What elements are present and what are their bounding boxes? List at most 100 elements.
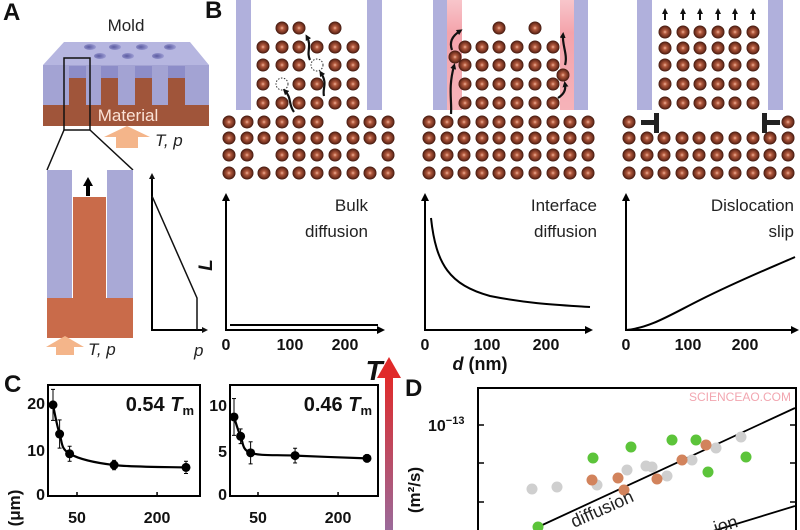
atom <box>275 96 289 110</box>
heat-pressure-arrow-bottom-icon <box>46 336 84 355</box>
atom <box>328 21 342 35</box>
x-axis-label: d (nm) <box>453 354 508 374</box>
atom <box>675 166 689 180</box>
atom <box>422 148 436 162</box>
y-tick-label: 5 <box>218 444 227 461</box>
tick-label: 200 <box>732 337 759 354</box>
temperature-annotation: 0.54 Tm <box>126 394 194 418</box>
atom <box>528 166 542 180</box>
atom <box>563 166 577 180</box>
material-label: Material <box>98 106 158 125</box>
atom <box>711 25 725 39</box>
atom <box>292 148 306 162</box>
atom <box>657 148 671 162</box>
atom <box>275 115 289 129</box>
data-point-orange <box>676 454 688 466</box>
dislocation-icon <box>641 113 659 133</box>
zoomed-channel <box>47 170 133 338</box>
atom <box>328 40 342 54</box>
annotation-value: 0.46 <box>304 394 348 416</box>
vacancy-icon <box>310 58 324 72</box>
data-point <box>362 453 372 463</box>
atom <box>510 148 524 162</box>
tick-label: 200 <box>332 337 359 354</box>
slip-arrows <box>662 8 756 20</box>
temperature-arrow: T <box>365 355 401 530</box>
atom <box>381 148 395 162</box>
line-label-2: ion <box>711 511 740 530</box>
atom <box>728 77 742 91</box>
mechanism-line1: Interface <box>531 196 597 215</box>
atom <box>458 58 472 72</box>
panel-label-b: B <box>205 0 222 24</box>
atom <box>711 77 725 91</box>
atom <box>746 41 760 55</box>
panel-label-c: C <box>4 371 21 398</box>
atom <box>256 96 270 110</box>
atom <box>781 166 795 180</box>
zoom-line-left <box>46 129 65 171</box>
data-point-gray <box>661 470 673 482</box>
atom <box>328 131 342 145</box>
mechanism-line1: Bulk <box>335 196 369 215</box>
data-point <box>229 412 239 422</box>
atom <box>457 131 471 145</box>
atom <box>363 166 377 180</box>
atom <box>475 148 489 162</box>
atom <box>528 96 542 110</box>
atom <box>381 166 395 180</box>
zoom-box <box>63 57 91 131</box>
atom <box>440 148 454 162</box>
atom <box>676 77 690 91</box>
atom <box>528 40 542 54</box>
atom <box>763 148 777 162</box>
atom <box>746 77 760 91</box>
tick-label: 0 <box>622 337 631 354</box>
atom <box>440 115 454 129</box>
atom <box>222 148 236 162</box>
data-point-green <box>702 466 714 478</box>
zoom-line-right <box>89 129 134 171</box>
atom <box>711 58 725 72</box>
data-point <box>290 451 300 461</box>
atom <box>275 21 289 35</box>
atom <box>222 131 236 145</box>
atom <box>622 115 636 129</box>
x-tick-label: 200 <box>144 510 171 527</box>
atom <box>492 21 506 35</box>
data-point-gray <box>735 431 747 443</box>
tick-label: 100 <box>474 337 501 354</box>
mold-walls <box>236 0 783 110</box>
atom <box>528 148 542 162</box>
atom <box>292 58 306 72</box>
atom <box>275 131 289 145</box>
atom <box>693 58 707 72</box>
atom <box>528 58 542 72</box>
atom <box>746 96 760 110</box>
data-point-orange <box>618 484 630 496</box>
atom <box>710 166 724 180</box>
dislocation-icon <box>762 113 780 133</box>
data-point-green <box>740 451 752 463</box>
graph-interface-diffusion: Interface diffusion 0 100 200 d (nm) <box>421 193 597 374</box>
atom <box>710 148 724 162</box>
atom <box>292 21 306 35</box>
atom <box>256 58 270 72</box>
curve <box>625 256 796 331</box>
atom <box>292 96 306 110</box>
atom <box>275 166 289 180</box>
atom <box>675 131 689 145</box>
atom <box>546 77 560 91</box>
atom <box>275 40 289 54</box>
atoms <box>222 21 795 180</box>
annotation-symbol: T <box>170 394 184 416</box>
atom <box>458 96 472 110</box>
y-tick-label: 0 <box>36 487 45 504</box>
atom <box>581 166 595 180</box>
atom <box>363 131 377 145</box>
atom <box>581 115 595 129</box>
atom <box>510 115 524 129</box>
atom <box>240 166 254 180</box>
atom <box>693 77 707 91</box>
